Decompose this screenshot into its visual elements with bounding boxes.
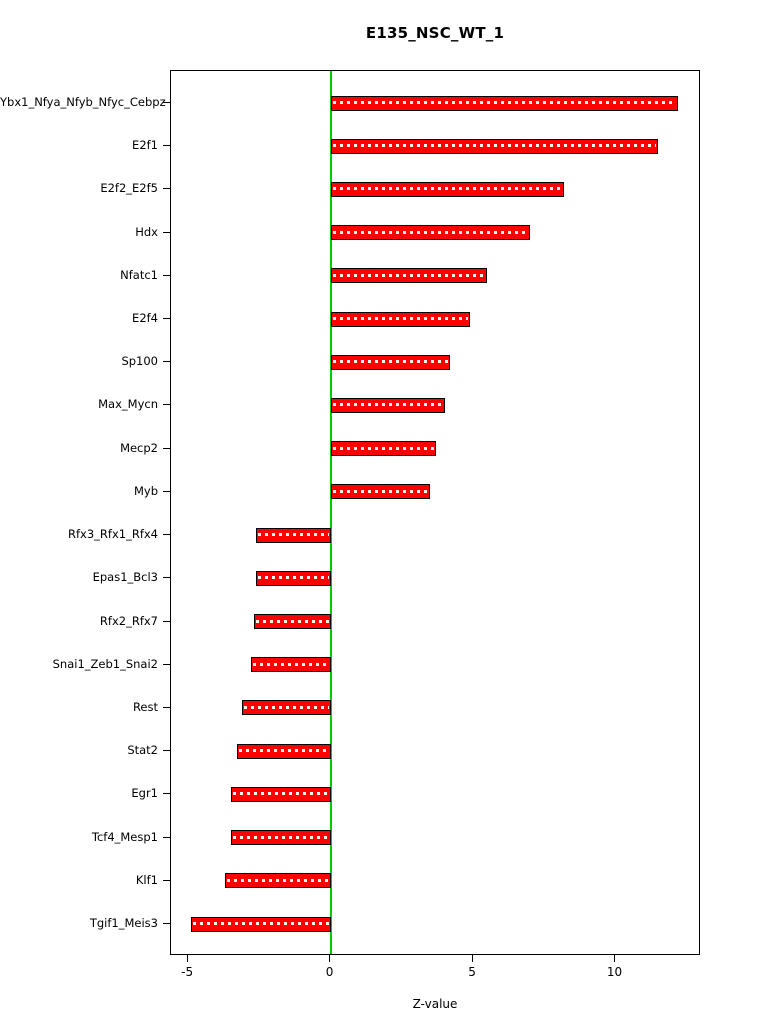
- y-tick-mark: [163, 447, 170, 449]
- y-tick-mark: [163, 706, 170, 708]
- x-tick-label: 5: [468, 965, 476, 979]
- bar: [190, 916, 331, 932]
- x-tick-label: 10: [606, 965, 623, 979]
- y-tick-mark: [163, 490, 170, 492]
- bar-dash-pattern: [332, 273, 486, 277]
- y-tick-label: Myb: [133, 483, 158, 498]
- bar: [330, 138, 659, 154]
- y-tick-mark: [163, 923, 170, 924]
- zero-reference-line: [329, 71, 332, 954]
- y-tick-mark: [163, 620, 170, 622]
- bar-dash-pattern: [227, 878, 329, 882]
- bar: [330, 225, 531, 241]
- x-tick-mark: [614, 955, 616, 962]
- bar: [330, 484, 431, 500]
- y-tick-label: E2f4: [132, 311, 158, 326]
- bar-dash-pattern: [232, 835, 329, 839]
- y-tick-label: Stat2: [127, 743, 158, 758]
- bar: [256, 527, 331, 543]
- y-tick-label: Rfx3_Rfx1_Rfx4: [68, 527, 158, 542]
- y-tick-label: Tgif1_Meis3: [89, 916, 158, 930]
- y-tick-mark: [163, 534, 170, 536]
- x-axis-title: Z-value: [412, 997, 458, 1011]
- bar-dash-pattern: [238, 749, 329, 753]
- bar-dash-pattern: [332, 144, 657, 148]
- y-tick-label: Snai1_Zeb1_Snai2: [52, 656, 158, 671]
- bar-dash-pattern: [258, 576, 329, 580]
- y-tick-label: E2f1: [132, 138, 158, 153]
- y-tick-label: Rest: [132, 699, 158, 714]
- x-tick-mark: [471, 955, 473, 962]
- y-tick-label: Egr1: [131, 786, 158, 801]
- bar: [230, 830, 331, 846]
- bar: [330, 354, 451, 370]
- bar: [242, 700, 331, 716]
- y-tick-label: Klf1: [135, 872, 158, 887]
- y-tick-mark: [163, 750, 170, 752]
- y-tick-mark: [163, 361, 170, 363]
- bar-dash-pattern: [332, 446, 434, 450]
- y-tick-label: Sp100: [121, 354, 158, 369]
- y-tick-mark: [163, 577, 170, 579]
- bar: [256, 570, 331, 586]
- bar-dash-pattern: [258, 533, 329, 537]
- bar-dash-pattern: [252, 662, 329, 666]
- x-tick-mark: [329, 955, 331, 962]
- y-tick-mark: [163, 102, 170, 103]
- bar-dash-pattern: [332, 101, 677, 104]
- bar-dash-pattern: [232, 792, 329, 796]
- y-tick-label: Max_Mycn: [98, 397, 158, 412]
- bar: [330, 397, 445, 413]
- bar: [225, 873, 331, 889]
- bar: [230, 786, 331, 802]
- bar-dash-pattern: [332, 187, 563, 191]
- y-tick-mark: [163, 231, 170, 233]
- bar: [330, 311, 471, 327]
- bar-dash-pattern: [332, 360, 449, 364]
- y-tick-mark: [163, 879, 170, 881]
- y-tick-label: E2f2_E2f5: [100, 181, 158, 196]
- bar: [330, 441, 436, 457]
- bar-dash-pattern: [332, 317, 469, 321]
- x-tick-label: -5: [181, 965, 194, 979]
- bar-dash-pattern: [332, 403, 443, 407]
- y-tick-label: Ybx1_Nfya_Nfyb_Nfyc_Cebpz: [0, 95, 166, 109]
- bar: [330, 268, 488, 284]
- y-tick-mark: [163, 793, 170, 795]
- y-tick-label: Mecp2: [120, 440, 158, 455]
- bar: [330, 181, 565, 197]
- plot-area: [170, 70, 700, 955]
- bar: [236, 743, 331, 759]
- bar: [330, 95, 679, 111]
- y-tick-label: Nfatc1: [120, 267, 158, 282]
- bar-dash-pattern: [255, 619, 329, 623]
- y-tick-mark: [163, 188, 170, 190]
- bar: [250, 657, 331, 673]
- y-tick-label: Tcf4_Mesp1: [91, 829, 158, 844]
- bar-dash-pattern: [332, 489, 429, 493]
- bar-dash-pattern: [332, 230, 529, 234]
- y-tick-mark: [163, 145, 170, 147]
- y-tick-label: Epas1_Bcl3: [92, 570, 158, 585]
- y-tick-mark: [163, 663, 170, 665]
- y-tick-mark: [163, 274, 170, 276]
- x-tick-label: 0: [325, 965, 334, 979]
- bar-dash-pattern: [244, 705, 329, 709]
- bar: [253, 614, 331, 630]
- bar-dash-pattern: [192, 922, 329, 925]
- y-tick-mark: [163, 318, 170, 320]
- x-tick-mark: [186, 955, 188, 962]
- chart-title: E135_NSC_WT_1: [365, 24, 505, 42]
- y-tick-mark: [163, 836, 170, 838]
- y-tick-label: Hdx: [135, 224, 158, 239]
- y-tick-label: Rfx2_Rfx7: [99, 613, 158, 628]
- y-tick-mark: [163, 404, 170, 406]
